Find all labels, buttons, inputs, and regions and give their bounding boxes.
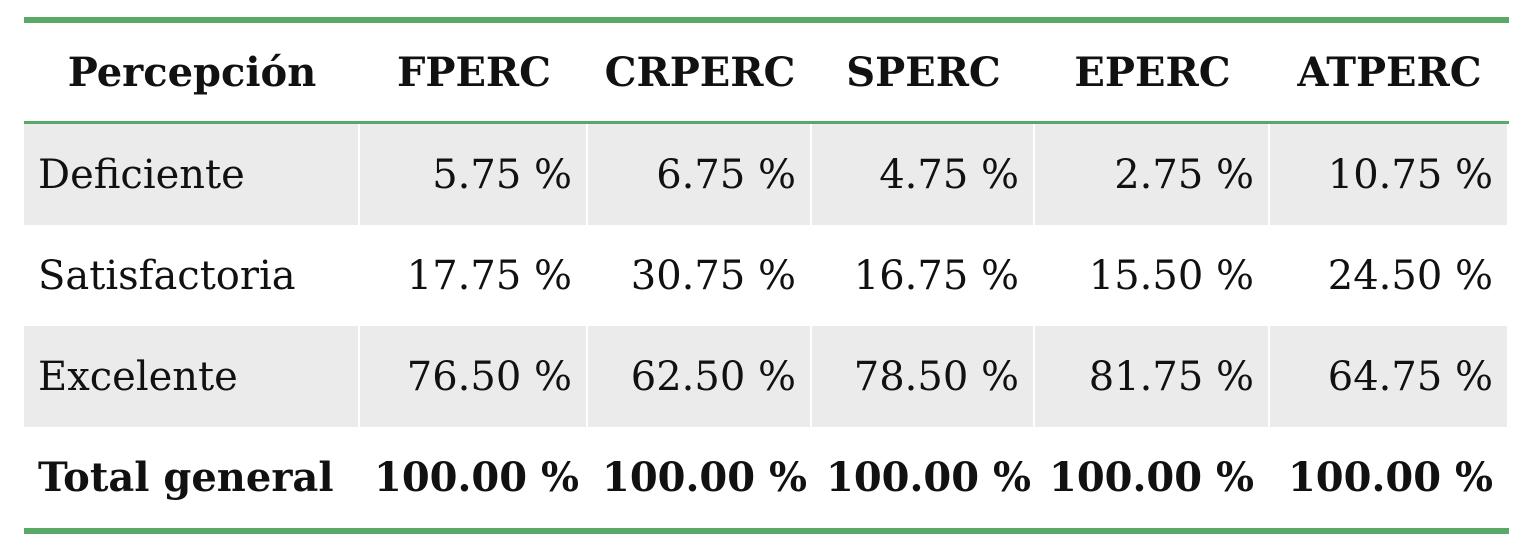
- cell: 100.00 %: [360, 427, 588, 528]
- cell: 100.00 %: [588, 427, 812, 528]
- header-cell: CRPERC: [588, 23, 812, 124]
- cell: 5.75 %: [360, 124, 588, 225]
- table-row: Total general 100.00 % 100.00 % 100.00 % 100…: [24, 427, 1509, 528]
- table: Percepción FPERC CRPERC SPERC EPERC ATPERC De…: [24, 17, 1509, 534]
- cell: 10.75 %: [1270, 124, 1509, 225]
- table-container: Percepción FPERC CRPERC SPERC EPERC ATPERC De…: [24, 17, 1509, 534]
- cell: 78.50 %: [812, 326, 1035, 427]
- cell: 100.00 %: [1270, 427, 1509, 528]
- table-row: Deficiente 5.75 % 6.75 % 4.75 % 2.75 % 10.75 …: [24, 124, 1509, 225]
- cell: 64.75 %: [1270, 326, 1509, 427]
- table-body: Deficiente 5.75 % 6.75 % 4.75 % 2.75 % 10.75 …: [24, 124, 1509, 528]
- row-label: Excelente: [24, 326, 360, 427]
- cell: 6.75 %: [588, 124, 812, 225]
- cell: 16.75 %: [812, 225, 1035, 326]
- cell: 76.50 %: [360, 326, 588, 427]
- cell: 81.75 %: [1035, 326, 1270, 427]
- cell: 100.00 %: [1035, 427, 1270, 528]
- header-cell: ATPERC: [1270, 23, 1509, 124]
- header-cell: FPERC: [360, 23, 588, 124]
- cell: 100.00 %: [812, 427, 1035, 528]
- cell: 15.50 %: [1035, 225, 1270, 326]
- row-label: Satisfactoria: [24, 225, 360, 326]
- cell: 62.50 %: [588, 326, 812, 427]
- table-row: Excelente 76.50 % 62.50 % 78.50 % 81.75 % 64.…: [24, 326, 1509, 427]
- header-cell: SPERC: [812, 23, 1035, 124]
- row-label: Total general: [24, 427, 360, 528]
- row-label: Deficiente: [24, 124, 360, 225]
- header-cell: EPERC: [1035, 23, 1270, 124]
- cell: 30.75 %: [588, 225, 812, 326]
- header-row: Percepción FPERC CRPERC SPERC EPERC ATPERC: [24, 23, 1509, 124]
- cell: 24.50 %: [1270, 225, 1509, 326]
- cell: 4.75 %: [812, 124, 1035, 225]
- header-cell: Percepción: [24, 23, 360, 124]
- table-row: Satisfactoria 17.75 % 30.75 % 16.75 % 15.50 …: [24, 225, 1509, 326]
- cell: 2.75 %: [1035, 124, 1270, 225]
- cell: 17.75 %: [360, 225, 588, 326]
